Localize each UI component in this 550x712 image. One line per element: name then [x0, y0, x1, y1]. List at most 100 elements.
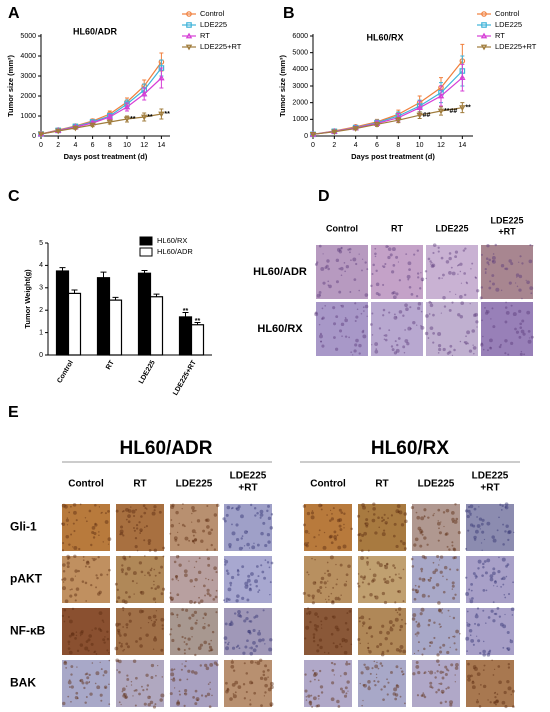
- micrograph-texture: [395, 609, 398, 612]
- micrograph-texture: [439, 670, 443, 674]
- micrograph-texture: [484, 571, 488, 575]
- micrograph-texture: [161, 624, 164, 627]
- micrograph-texture: [343, 650, 348, 655]
- micrograph-texture: [361, 704, 363, 707]
- micrograph-texture: [260, 531, 264, 536]
- micrograph-texture: [444, 665, 448, 669]
- micrograph-texture: [504, 339, 508, 343]
- micrograph-texture: [453, 548, 457, 552]
- micrograph-texture: [259, 516, 262, 519]
- micrograph-texture: [459, 295, 463, 299]
- micrograph-texture: [333, 663, 336, 666]
- micrograph-texture: [308, 573, 310, 576]
- micrograph-texture: [309, 700, 312, 704]
- micrograph-texture: [85, 600, 87, 602]
- micrograph-texture: [480, 542, 483, 544]
- micrograph-texture: [438, 609, 442, 613]
- micrograph-texture: [362, 576, 366, 580]
- micrograph-texture: [482, 669, 485, 671]
- micrograph-texture: [390, 642, 393, 646]
- micrograph-texture: [480, 684, 482, 686]
- micrograph-texture: [365, 524, 369, 528]
- micrograph-texture: [416, 631, 420, 635]
- micrograph-texture: [115, 600, 119, 603]
- micrograph-texture: [451, 588, 454, 590]
- micrograph-texture: [467, 677, 471, 682]
- micrograph-texture: [241, 565, 245, 569]
- micrograph-texture: [523, 353, 526, 356]
- micrograph-texture: [121, 607, 125, 610]
- micrograph-texture: [454, 666, 459, 670]
- micrograph-texture: [94, 523, 98, 527]
- micrograph-texture: [121, 599, 126, 603]
- micrograph-texture: [314, 672, 318, 676]
- micrograph-texture: [195, 697, 200, 701]
- micrograph-texture: [400, 667, 402, 670]
- micrograph-texture: [469, 634, 472, 636]
- micrograph-texture: [73, 546, 78, 550]
- micrograph-texture: [354, 319, 357, 322]
- micrograph-texture: [118, 641, 121, 644]
- micrograph-texture: [154, 587, 157, 591]
- micrograph-texture: [394, 697, 398, 701]
- micrograph-texture: [491, 659, 493, 662]
- y-axis-label: Tumor Weight(g): [23, 269, 32, 329]
- micrograph-texture: [500, 577, 504, 581]
- micrograph-texture: [208, 594, 212, 597]
- micrograph-texture: [99, 661, 101, 663]
- micrograph-texture: [467, 674, 471, 679]
- micrograph-texture: [191, 540, 195, 543]
- micrograph-texture: [417, 276, 420, 279]
- micrograph-texture: [404, 329, 406, 331]
- micrograph-texture: [454, 250, 459, 254]
- micrograph-texture: [125, 518, 128, 521]
- row-label: Gli-1: [10, 520, 37, 534]
- micrograph-texture: [102, 541, 104, 543]
- micrograph-texture: [505, 575, 508, 578]
- micrograph-texture: [322, 545, 327, 550]
- micrograph-texture: [451, 354, 454, 356]
- micrograph-texture: [416, 272, 420, 275]
- micrograph-texture: [459, 262, 463, 266]
- micrograph-texture: [473, 535, 477, 540]
- series-line: [312, 107, 463, 135]
- micrograph-texture: [243, 530, 248, 535]
- micrograph-texture: [122, 687, 126, 692]
- micrograph-texture: [437, 250, 440, 253]
- micrograph-texture: [411, 617, 416, 621]
- micrograph-texture: [184, 665, 187, 668]
- micrograph-texture: [438, 682, 441, 685]
- marker: [352, 126, 359, 132]
- micrograph-texture: [398, 613, 402, 616]
- micrograph-texture: [449, 344, 453, 348]
- micrograph-texture: [417, 670, 421, 675]
- micrograph-texture: [319, 585, 323, 590]
- micrograph: [316, 302, 368, 356]
- micrograph-texture: [249, 587, 252, 590]
- micrograph-texture: [175, 577, 178, 580]
- micrograph-texture: [460, 301, 465, 305]
- micrograph-texture: [95, 653, 98, 655]
- micrograph-texture: [360, 556, 365, 561]
- micrograph-texture: [312, 597, 315, 600]
- micrograph-texture: [469, 512, 472, 516]
- annotation: **: [465, 105, 471, 112]
- micrograph-texture: [372, 573, 377, 578]
- micrograph-texture: [374, 342, 379, 346]
- micrograph-texture: [243, 697, 247, 700]
- micrograph-texture: [267, 687, 272, 692]
- micrograph-texture: [334, 596, 339, 601]
- micrograph-texture: [248, 588, 252, 592]
- micrograph-texture: [482, 589, 486, 592]
- micrograph-texture: [182, 503, 184, 505]
- micrograph-texture: [498, 345, 502, 349]
- micrograph-texture: [211, 579, 214, 581]
- micrograph-texture: [469, 504, 474, 509]
- micrograph-texture: [121, 690, 124, 693]
- micrograph-texture: [502, 576, 506, 581]
- micrograph-texture: [404, 622, 407, 625]
- micrograph-texture: [402, 314, 405, 317]
- micrograph-texture: [169, 592, 172, 594]
- micrograph-texture: [427, 337, 430, 339]
- micrograph-texture: [132, 514, 136, 518]
